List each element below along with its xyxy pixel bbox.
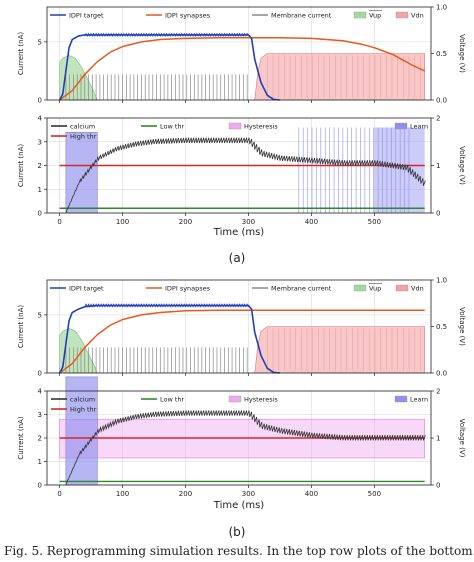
fig1-panel1-xtick-label: 100: [116, 490, 129, 498]
fig0-panel1-legend-label-2: Low thr: [160, 123, 185, 131]
fig1-panel1-legend-label-2: Low thr: [160, 396, 185, 404]
fig1-panel0-legend-label-0: IDPI target: [69, 285, 104, 293]
fig0-panel0-ytick-label: 0: [38, 97, 42, 105]
fig1-panel0-legend-label-3: Vup: [369, 285, 381, 293]
fig0-panel1-ylabel: Current (nA): [17, 144, 25, 187]
fig0-panel0-series-idpi-synapses: [59, 37, 426, 101]
fig1-panel1-ytick-label: 0: [38, 482, 42, 490]
fig1-panel0-ytick-right-label: 0.5: [436, 323, 447, 331]
fig1-panel1-xlabel: Time (ms): [213, 500, 265, 511]
fig1-panel1-legend-label-3: Hysteresis: [244, 396, 278, 404]
fig1-panel1-ytick-right-label: 0: [436, 482, 440, 490]
fig0-panel0-ytick-right-label: 0.0: [436, 97, 447, 105]
fig0-panel1-learn-region: [65, 132, 98, 214]
fig0-panel0-ylabel: Current (nA): [17, 32, 25, 75]
fig1-panel0-legend-label-2: Membrane current: [271, 285, 332, 293]
fig1-panel0-idpi-target-noise: [84, 303, 249, 308]
fig0-panel1-ytick-label: 4: [38, 115, 43, 123]
fig1-panel1-legend-label-1: High thr: [70, 406, 97, 414]
fig0-panel0-legend-label-4: Vdn: [411, 12, 424, 20]
fig1-panel1-ytick-label: 2: [38, 435, 42, 443]
fig0-panel1-legend-swatch-3: [228, 122, 242, 130]
fig1-panel0-ytick-right-label: 1.0: [436, 277, 447, 285]
fig0-panel0-legend-label-3: Vup: [369, 12, 381, 20]
fig0-panel1-ytick-label: 1: [38, 186, 42, 194]
fig1-panel0-ytick-right-label: 0.0: [436, 370, 447, 378]
fig1-panel1-ylabel: Current (nA): [17, 416, 25, 459]
fig0-panel1-series-calcium: [65, 137, 426, 214]
fig0-panel1-xtick-label: 100: [116, 218, 129, 226]
fig0-panel0-legend-label-1: IDPI synapses: [165, 12, 211, 20]
fig1-panel1-xtick-label: 400: [305, 490, 318, 498]
fig0-panel1-ytick-label: 3: [38, 138, 42, 146]
fig0-panel1-legend-label-4: Learn: [410, 123, 428, 131]
fig1-panel1-xtick-label: 200: [179, 490, 192, 498]
fig0-panel0-idpi-target-noise: [84, 32, 249, 37]
fig1-panel1-legend-swatch-3: [228, 395, 242, 403]
fig1-panel1-ytick-label: 4: [38, 388, 43, 396]
fig0-panel1-xtick-label: 300: [242, 218, 255, 226]
fig1-panel1-legend-swatch-4: [394, 395, 408, 403]
fig1-panel1-legend-label-0: calcium: [70, 396, 95, 404]
fig0-panel0-ytick-label: 5: [38, 38, 42, 46]
fig0-panel1-xtick-label: 400: [305, 218, 318, 226]
fig1-panel0-legend-label-1: IDPI synapses: [165, 285, 211, 293]
fig0-panel0-legend-label-2: Membrane current: [271, 12, 332, 20]
fig0-panel1-xtick-label: 500: [368, 218, 381, 226]
fig1-panel0-series-idpi-target: [58, 304, 280, 374]
fig0-panel0-legend-swatch-4: [395, 11, 409, 19]
fig1-panel1-xtick-label: 300: [242, 490, 255, 498]
fig0-panel1-xtick-label: 0: [57, 218, 61, 226]
fig0-panel1-ytick-label: 0: [38, 210, 42, 218]
fig0-panel0-ytick-right-label: 0.5: [436, 50, 447, 58]
fig1-panel0-legend-label-4: Vdn: [411, 285, 424, 293]
fig0-panel0-legend-swatch-3: [353, 11, 367, 19]
fig0-subfigure-caption: (a): [229, 251, 246, 265]
fig1-panel0-ytick-label: 5: [38, 311, 42, 319]
fig0-panel0-ytick-right-label: 1.0: [436, 4, 447, 12]
fig1-panel1-xtick-label: 0: [57, 490, 61, 498]
fig0-panel1-learn-region-late: [374, 127, 425, 213]
fig0-panel1-legend-label-1: High thr: [70, 133, 97, 141]
fig0-panel0-legend-label-0: IDPI target: [69, 12, 104, 20]
fig0-panel0-series-idpi-target: [58, 34, 280, 101]
fig1-panel0-ylabel: Current (nA): [17, 305, 25, 348]
fig0-panel1-ylabel-right: Voltage (V): [458, 146, 466, 185]
fig1-panel0-ytick-label: 0: [38, 370, 42, 378]
fig0-panel1-xlabel: Time (ms): [213, 227, 265, 238]
fig0-panel0-series-vdn-area: [254, 53, 426, 101]
fig0-panel1-legend-label-3: Hysteresis: [244, 123, 278, 131]
fig0-panel1-ytick-right-label: 1: [436, 162, 440, 170]
fig1-panel0-series-vdn-area: [254, 326, 426, 374]
fig1-subfigure-caption: (b): [229, 525, 246, 539]
fig1-panel1-learn-region: [65, 376, 98, 486]
fig1-panel0-legend-swatch-4: [395, 284, 409, 292]
fig1-panel1-series-calcium: [65, 410, 426, 486]
fig0-panel1-legend-label-0: calcium: [70, 123, 95, 131]
fig1-panel0-ylabel-right: Voltage (V): [458, 307, 466, 346]
figure-caption: Fig. 5. Reprogramming simulation results…: [4, 544, 474, 558]
fig1-panel1-ytick-right-label: 2: [436, 388, 440, 396]
fig0-panel0-ylabel-right: Voltage (V): [458, 34, 466, 73]
fig1-panel1-xtick-label: 500: [368, 490, 381, 498]
fig1-panel1-ytick-label: 3: [38, 411, 42, 419]
fig0-panel1-ytick-right-label: 2: [436, 115, 440, 123]
fig1-panel1-ytick-right-label: 1: [436, 435, 440, 443]
fig1-panel1-ytick-label: 1: [38, 458, 42, 466]
fig1-panel0-legend-swatch-3: [353, 284, 367, 292]
fig0-panel1-legend-swatch-4: [394, 122, 408, 130]
fig1-panel1-ylabel-right: Voltage (V): [458, 419, 466, 458]
fig1-panel1-legend-label-4: Learn: [410, 396, 428, 404]
fig1-panel0-series-idpi-synapses: [59, 309, 425, 374]
fig0-panel1-xtick-label: 200: [179, 218, 192, 226]
fig0-panel1-ytick-right-label: 0: [436, 210, 440, 218]
fig0-panel1-ytick-label: 2: [38, 162, 42, 170]
